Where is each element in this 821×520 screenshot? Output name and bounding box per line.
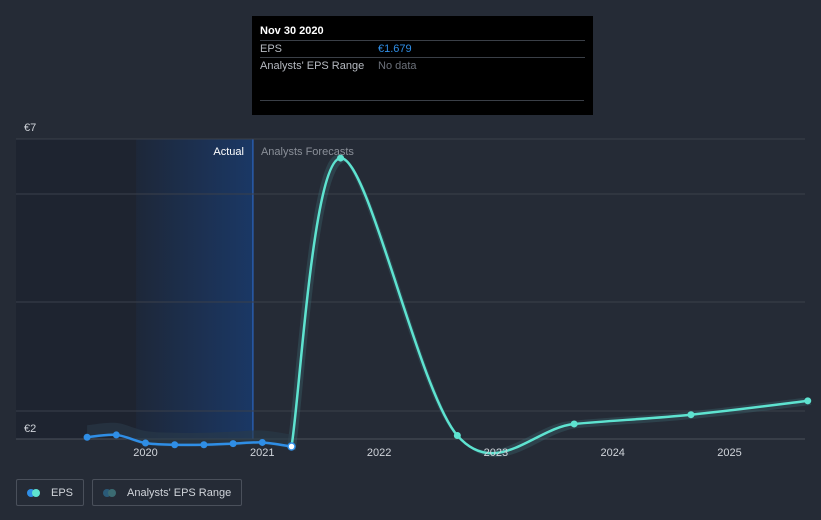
eps-actual-point <box>142 439 149 447</box>
x-tick-label: 2025 <box>717 447 741 459</box>
y-axis-top-label: €7 <box>24 122 36 134</box>
tooltip-eps-label: EPS <box>260 43 283 55</box>
legend-range-button[interactable]: Analysts' EPS Range <box>92 479 243 506</box>
eps-actual-point <box>171 441 179 449</box>
eps-forecast-point <box>687 411 695 419</box>
forecast-region-label: Analysts Forecasts <box>261 146 354 158</box>
actual-region-label: Actual <box>213 146 244 158</box>
tooltip-row-eps: EPS €1.679 <box>260 41 585 58</box>
x-tick-label: 2023 <box>484 447 508 459</box>
chart-legend: EPS Analysts' EPS Range <box>16 479 243 506</box>
tooltip-range-label: Analysts' EPS Range <box>260 60 365 72</box>
tooltip-eps-value: €1.679 <box>378 43 412 55</box>
tooltip-range-value: No data <box>378 60 417 72</box>
eps-forecast-point <box>804 397 812 405</box>
chart-tooltip: Nov 30 2020 EPS €1.679 Analysts' EPS Ran… <box>252 16 593 115</box>
eps-actual-point <box>258 438 266 446</box>
eps-actual-point <box>83 433 91 441</box>
eps-forecast-point <box>570 420 578 428</box>
tooltip-row-range: Analysts' EPS Range No data <box>260 58 584 101</box>
y-axis-bottom-label: €2 <box>24 423 36 435</box>
tooltip-date: Nov 30 2020 <box>260 24 585 41</box>
legend-eps-label: EPS <box>51 486 74 499</box>
eps-current-point <box>287 442 296 451</box>
legend-range-label: Analysts' EPS Range <box>127 486 232 499</box>
eps-actual-point <box>112 431 120 439</box>
eps-actual-point <box>229 440 237 448</box>
x-tick-label: 2020 <box>133 447 157 459</box>
eps-forecast-point <box>453 432 461 440</box>
eps-legend-icon <box>27 488 43 497</box>
x-tick-label: 2021 <box>250 447 274 459</box>
eps-actual-point <box>200 441 208 449</box>
legend-eps-button[interactable]: EPS <box>16 479 85 506</box>
eps-forecast-point <box>337 154 345 162</box>
x-tick-label: 2024 <box>600 447 624 459</box>
x-tick-label: 2022 <box>367 447 391 459</box>
range-legend-icon <box>103 488 119 497</box>
actual-highlight-region <box>136 139 253 439</box>
